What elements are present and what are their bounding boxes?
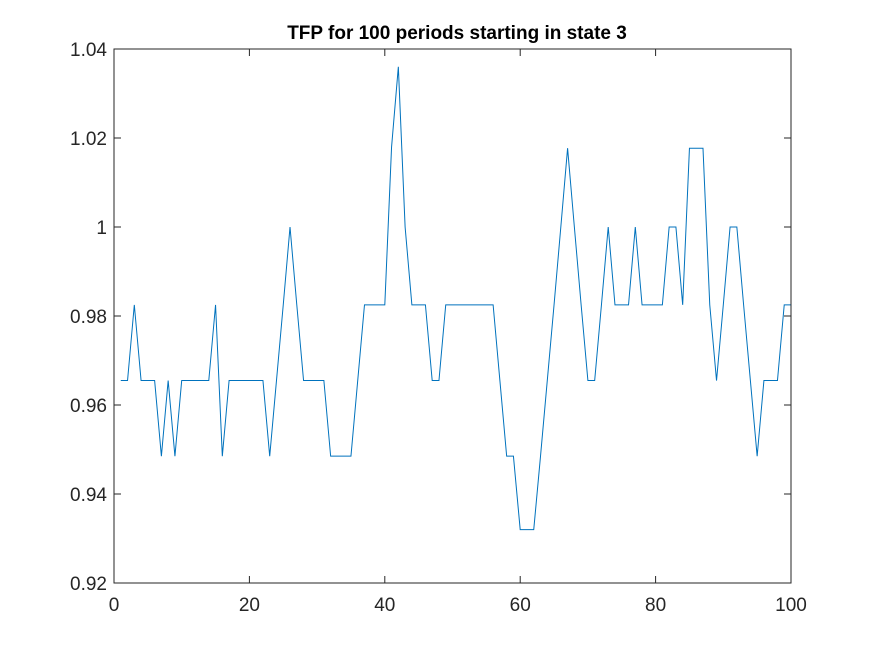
x-tick-label: 0 (109, 595, 120, 616)
y-tick-label: 0.92 (70, 574, 107, 595)
plot-area (114, 49, 791, 583)
axes-box (113, 48, 792, 584)
chart-title: TFP for 100 periods starting in state 3 (287, 23, 627, 44)
y-tick-label: 1.04 (70, 40, 107, 61)
x-tick-label: 100 (775, 595, 807, 616)
x-tick-label: 60 (510, 595, 531, 616)
y-tick-label: 1 (96, 218, 107, 239)
y-tick-label: 0.96 (70, 396, 107, 417)
y-tick-label: 0.98 (70, 307, 107, 328)
y-tick-label: 0.94 (70, 485, 107, 506)
x-tick-label: 20 (239, 595, 260, 616)
x-tick-label: 80 (645, 595, 666, 616)
y-axis: 0.92 0.94 0.96 0.98 1 1.02 1.04 (70, 40, 791, 595)
y-tick-label: 1.02 (70, 129, 107, 150)
series-line-tfp (120, 66, 791, 531)
x-tick-label: 40 (374, 595, 395, 616)
x-axis: 0 20 40 60 80 100 (109, 49, 807, 616)
